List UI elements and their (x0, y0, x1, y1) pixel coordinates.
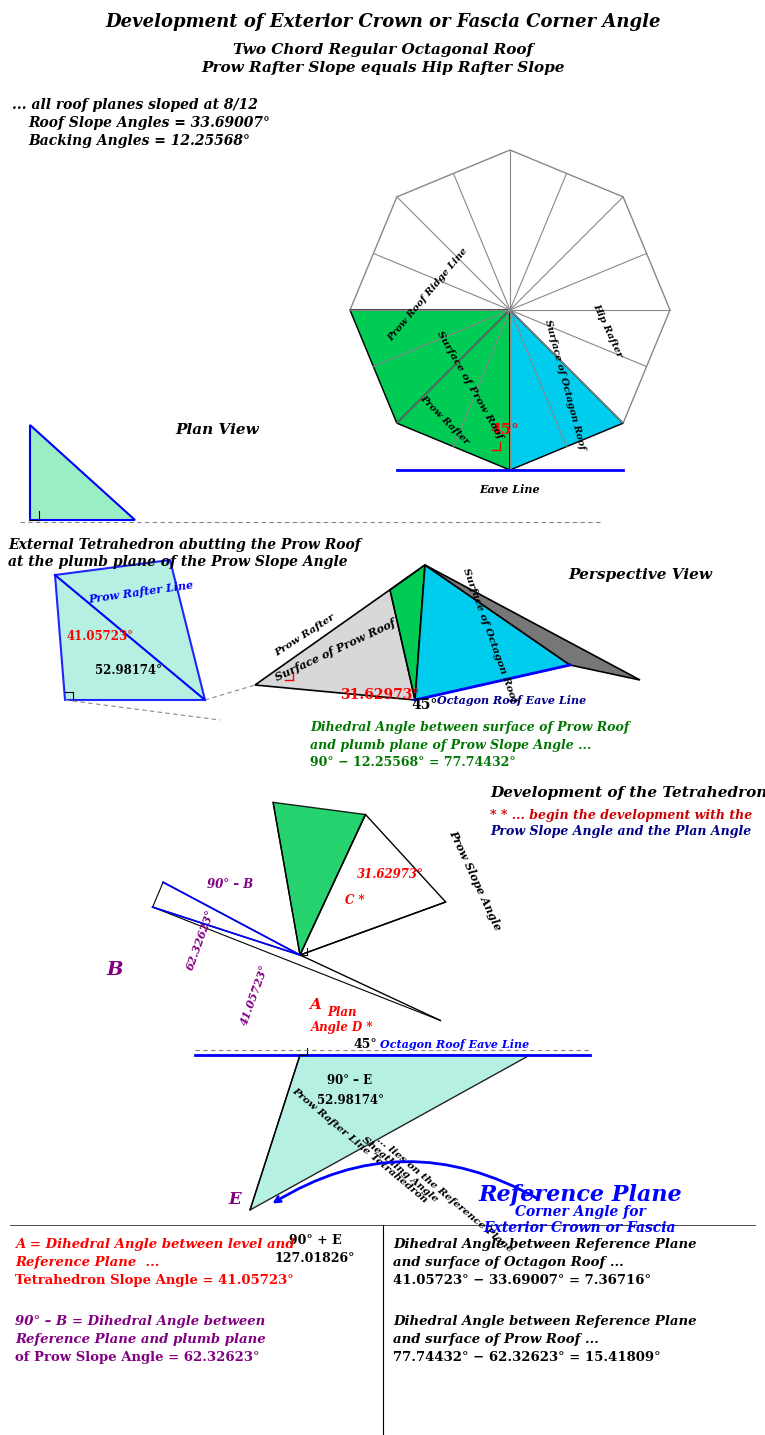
Text: and plumb plane of Prow Slope Angle ...: and plumb plane of Prow Slope Angle ... (310, 739, 591, 752)
Text: Prow Rafter Line Tetrahedron: Prow Rafter Line Tetrahedron (291, 1086, 429, 1204)
Text: Plan View: Plan View (175, 423, 259, 438)
Text: 90° – E: 90° – E (327, 1073, 373, 1086)
Text: 41.05723°: 41.05723° (239, 963, 271, 1027)
Text: Plan
Angle D *: Plan Angle D * (311, 1006, 373, 1035)
Text: Prow Slope Angle: Prow Slope Angle (447, 828, 503, 931)
Polygon shape (255, 565, 425, 700)
Text: 90° – B: 90° – B (207, 878, 253, 891)
Text: E: E (229, 1191, 241, 1208)
Text: Dihedral Angle between Reference Plane: Dihedral Angle between Reference Plane (393, 1314, 696, 1327)
Polygon shape (30, 425, 135, 519)
Polygon shape (55, 560, 205, 700)
Text: Reference Plane  ...: Reference Plane ... (15, 1256, 159, 1269)
Text: 90° + E: 90° + E (288, 1234, 341, 1247)
Text: at the plumb plane of the Prow Slope Angle: at the plumb plane of the Prow Slope Ang… (8, 555, 347, 570)
Text: Sheathing Angle: Sheathing Angle (360, 1135, 440, 1204)
Text: Corner Angle for
Exterior Crown or Fascia: Corner Angle for Exterior Crown or Fasci… (483, 1205, 676, 1236)
Text: Surface of Prow Roof: Surface of Prow Roof (435, 330, 505, 441)
Text: Eave Line: Eave Line (480, 484, 540, 495)
Text: 52.98174°: 52.98174° (95, 663, 162, 676)
Text: Octagon Roof Eave Line: Octagon Roof Eave Line (380, 1039, 529, 1050)
Polygon shape (397, 310, 510, 471)
Text: Reference Plane: Reference Plane (478, 1184, 682, 1205)
Text: C *: C * (345, 894, 365, 907)
Text: Octagon Roof Eave Line: Octagon Roof Eave Line (438, 695, 587, 706)
Text: * * ... begin the development with the: * * ... begin the development with the (490, 808, 752, 821)
Text: 127.01826°: 127.01826° (275, 1251, 355, 1264)
Text: Surface of Octagon Roof: Surface of Octagon Roof (543, 319, 587, 451)
Polygon shape (510, 310, 623, 471)
Text: A: A (309, 997, 321, 1012)
Text: Dihedral Angle between Reference Plane: Dihedral Angle between Reference Plane (393, 1238, 696, 1251)
Text: Hip Rafter: Hip Rafter (591, 301, 624, 359)
Text: 41.05723°: 41.05723° (67, 630, 134, 643)
Text: Prow Rafter Line: Prow Rafter Line (88, 580, 194, 604)
Text: Reference Plane and plumb plane: Reference Plane and plumb plane (15, 1333, 265, 1346)
Text: Backing Angles = 12.25568°: Backing Angles = 12.25568° (28, 133, 250, 148)
Text: 52.98174°: 52.98174° (317, 1093, 383, 1106)
Text: 45°: 45° (490, 423, 519, 438)
Text: A = Dihedral Angle between level and: A = Dihedral Angle between level and (15, 1238, 295, 1251)
Text: Surface of Prow Roof: Surface of Prow Roof (273, 617, 397, 683)
Text: Prow Rafter: Prow Rafter (273, 613, 337, 657)
Polygon shape (390, 565, 425, 700)
Text: B: B (107, 961, 123, 979)
Text: Perspective View: Perspective View (568, 568, 712, 583)
Text: 41.05723° − 33.69007° = 7.36716°: 41.05723° − 33.69007° = 7.36716° (393, 1274, 651, 1287)
Text: 31.62973°: 31.62973° (356, 868, 424, 881)
Text: and surface of Octagon Roof ...: and surface of Octagon Roof ... (393, 1256, 623, 1269)
Text: Development of Exterior Crown or Fascia Corner Angle: Development of Exterior Crown or Fascia … (106, 13, 661, 32)
Text: Prow Slope Angle and the Plan Angle: Prow Slope Angle and the Plan Angle (490, 825, 751, 838)
Text: ... lies on the Reference Plane: ... lies on the Reference Plane (376, 1135, 515, 1254)
Text: Roof Slope Angles = 33.69007°: Roof Slope Angles = 33.69007° (28, 116, 270, 131)
Text: 31.62973°: 31.62973° (340, 687, 420, 702)
Text: Surface of Octagon Roof: Surface of Octagon Roof (461, 567, 519, 703)
Text: Development of the Tetrahedron: Development of the Tetrahedron (490, 786, 765, 799)
Text: Prow Rafter Slope equals Hip Rafter Slope: Prow Rafter Slope equals Hip Rafter Slop… (201, 62, 565, 75)
Text: 90° − 12.25568° = 77.74432°: 90° − 12.25568° = 77.74432° (310, 755, 516, 769)
Text: and surface of Prow Roof ...: and surface of Prow Roof ... (393, 1333, 599, 1346)
Text: ... all roof planes sloped at 8/12: ... all roof planes sloped at 8/12 (12, 98, 258, 112)
Polygon shape (350, 310, 510, 423)
Text: 45°: 45° (412, 697, 438, 712)
Text: 45°: 45° (353, 1039, 377, 1052)
Text: External Tetrahedron abutting the Prow Roof: External Tetrahedron abutting the Prow R… (8, 538, 361, 552)
Polygon shape (250, 1055, 530, 1210)
Text: Prow Roof Ridge Line: Prow Roof Ridge Line (386, 247, 470, 343)
Text: 62.32623°: 62.32623° (184, 908, 216, 971)
Text: Two Chord Regular Octagonal Roof: Two Chord Regular Octagonal Roof (233, 43, 533, 57)
Text: Tetrahedron Slope Angle = 41.05723°: Tetrahedron Slope Angle = 41.05723° (15, 1274, 294, 1287)
Text: Dihedral Angle between surface of Prow Roof: Dihedral Angle between surface of Prow R… (310, 722, 630, 735)
Text: 90° – B = Dihedral Angle between: 90° – B = Dihedral Angle between (15, 1314, 265, 1327)
Polygon shape (415, 565, 570, 700)
Text: Prow Rafter: Prow Rafter (418, 393, 471, 446)
Polygon shape (300, 815, 446, 956)
Polygon shape (273, 802, 366, 956)
Text: 77.74432° − 62.32623° = 15.41809°: 77.74432° − 62.32623° = 15.41809° (393, 1350, 661, 1365)
Polygon shape (425, 565, 640, 680)
Text: of Prow Slope Angle = 62.32623°: of Prow Slope Angle = 62.32623° (15, 1350, 259, 1365)
